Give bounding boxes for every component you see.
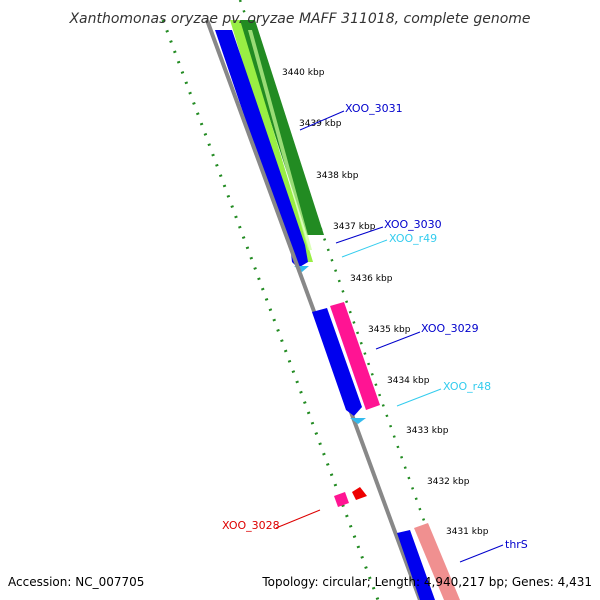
gc-skew-band (230, 20, 313, 262)
cds-xoo-3029[interactable] (312, 308, 362, 416)
feature-label-xoo-3030[interactable]: XOO_3030 (384, 218, 442, 231)
tick-label: 3439 kbp (299, 119, 342, 129)
tick-label: 3432 kbp (427, 477, 470, 487)
tick-label: 3434 kbp (387, 376, 430, 386)
tick-label: 3435 kbp (368, 325, 411, 335)
map-title: Xanthomonas oryzae pv. oryzae MAFF 31101… (68, 11, 530, 27)
genome-summary: Topology: circular; Length: 4,940,217 bp… (261, 575, 592, 589)
tick-label: 3436 kbp (350, 274, 393, 284)
accession-label: Accession: NC_007705 (8, 575, 144, 589)
tick-label: 3438 kbp (316, 171, 359, 181)
feature-connectors (275, 110, 504, 563)
feature-label-xoo-r48[interactable]: XOO_r48 (443, 380, 491, 393)
tick-label: 3433 kbp (406, 426, 449, 436)
cds-xoo-3028[interactable] (352, 487, 367, 500)
feature-label-xoo-3029[interactable]: XOO_3029 (421, 322, 479, 335)
tick-label: 3437 kbp (333, 222, 376, 232)
rna-xoo-r48[interactable] (350, 418, 366, 424)
inner-dotted-ring (161, 19, 380, 600)
cds-light-pink[interactable] (414, 523, 460, 600)
cds-xoo-3029-pink[interactable] (330, 302, 380, 410)
backbone-circle (205, 19, 422, 600)
tick-label: 3440 kbp (282, 68, 325, 78)
feature-label-xoo-3031[interactable]: XOO_3031 (345, 102, 403, 115)
gc-content-band (238, 20, 324, 235)
tick-label: 3431 kbp (446, 527, 489, 537)
gc-skew-band-light (248, 30, 312, 250)
feature-label-thrs[interactable]: thrS (505, 538, 528, 551)
cds-thrs[interactable] (397, 530, 435, 600)
cds-xoo-3031[interactable] (215, 30, 305, 245)
feature-label-xoo-r49[interactable]: XOO_r49 (389, 232, 437, 245)
cds-xoo-3028-pink[interactable] (334, 492, 349, 507)
feature-label-xoo-3028[interactable]: XOO_3028 (222, 519, 280, 532)
tick-labels: 3440 kbp 3439 kbp 3438 kbp 3437 kbp 3436… (282, 68, 489, 537)
